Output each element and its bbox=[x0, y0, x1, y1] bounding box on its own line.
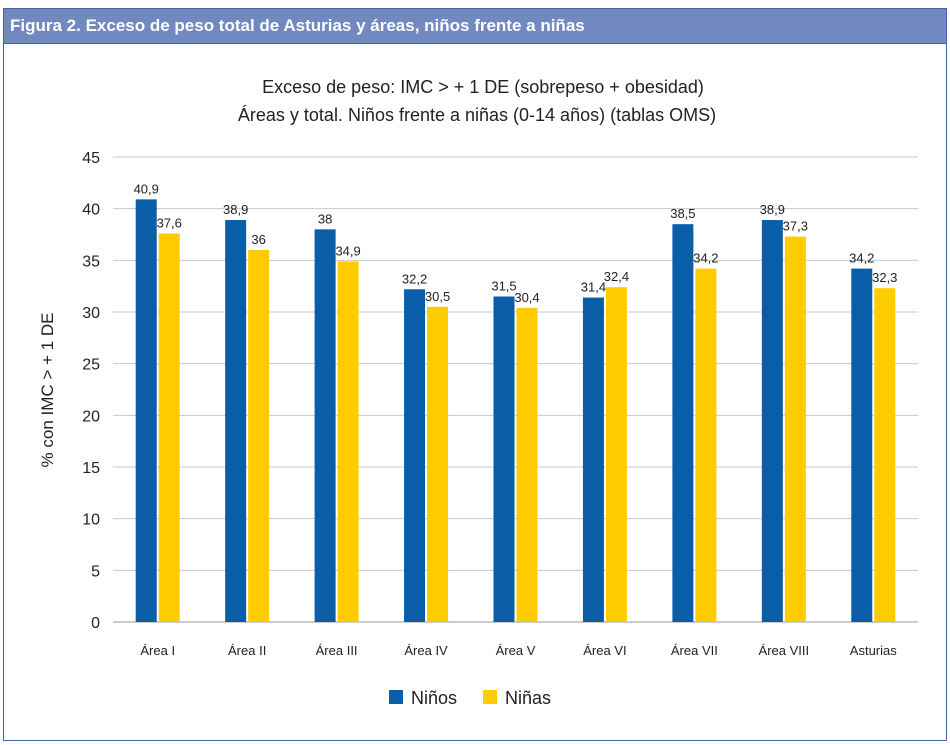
data-label: 30,5 bbox=[425, 289, 450, 304]
bar-ninas bbox=[605, 287, 627, 622]
legend: Niños Niñas bbox=[389, 688, 551, 708]
bar-ninas bbox=[695, 268, 717, 622]
bar-ninos bbox=[225, 220, 247, 623]
x-tick-label: Área I bbox=[140, 643, 175, 658]
data-label: 36 bbox=[251, 232, 265, 247]
data-label: 32,3 bbox=[872, 270, 897, 285]
bar-ninos bbox=[851, 268, 873, 622]
data-label: 38,9 bbox=[760, 202, 785, 217]
data-label: 31,5 bbox=[491, 279, 516, 294]
bar-ninos bbox=[135, 199, 157, 622]
bar-ninos bbox=[582, 297, 604, 622]
chart-frame bbox=[3, 44, 947, 741]
y-tick-label: 35 bbox=[82, 253, 100, 270]
bar-ninos bbox=[314, 229, 336, 623]
bar-ninas bbox=[158, 233, 180, 622]
legend-label-ninas: Niñas bbox=[505, 688, 551, 708]
x-tick-label: Área II bbox=[228, 643, 266, 658]
y-tick-label: 20 bbox=[82, 408, 100, 425]
data-label: 38,9 bbox=[223, 202, 248, 217]
y-tick-label: 40 bbox=[82, 202, 100, 219]
bar-ninas bbox=[427, 306, 449, 622]
bar-ninas bbox=[784, 236, 806, 623]
y-tick-label: 25 bbox=[82, 357, 100, 374]
x-tick-label: Área IV bbox=[404, 643, 448, 658]
bar-ninos bbox=[404, 289, 426, 622]
data-label: 37,3 bbox=[783, 219, 808, 234]
data-label: 40,9 bbox=[134, 181, 159, 196]
bar-ninos bbox=[493, 296, 515, 622]
data-label: 32,2 bbox=[402, 271, 427, 286]
data-label: 30,4 bbox=[514, 290, 539, 305]
y-tick-label: 30 bbox=[82, 305, 100, 322]
x-tick-label: Área III bbox=[316, 643, 358, 658]
y-tick-label: 0 bbox=[91, 615, 100, 632]
data-label: 34,2 bbox=[849, 251, 874, 266]
data-label: 38 bbox=[318, 211, 332, 226]
figure-caption: Figura 2. Exceso de peso total de Asturi… bbox=[3, 8, 947, 44]
legend-label-ninos: Niños bbox=[411, 688, 457, 708]
x-tick-label: Área VII bbox=[671, 643, 718, 658]
bar-ninos bbox=[672, 224, 694, 622]
chart-title-line-1: Exceso de peso: IMC > + 1 DE (sobrepeso … bbox=[262, 77, 704, 97]
data-label: 38,5 bbox=[670, 206, 695, 221]
y-tick-label: 45 bbox=[82, 150, 100, 167]
data-label: 32,4 bbox=[604, 269, 629, 284]
bar-ninas bbox=[874, 288, 896, 622]
y-tick-label: 10 bbox=[82, 512, 100, 529]
y-axis-label: % con IMC > + 1 DE bbox=[38, 313, 57, 468]
data-label: 34,2 bbox=[693, 251, 718, 266]
legend-swatch-ninos bbox=[389, 690, 403, 704]
bar-ninas bbox=[248, 250, 270, 622]
data-label: 34,9 bbox=[335, 243, 360, 258]
x-tick-label: Área VI bbox=[583, 643, 626, 658]
x-tick-label: Área VIII bbox=[759, 643, 810, 658]
y-tick-label: 15 bbox=[82, 460, 100, 477]
bar-ninas bbox=[337, 261, 359, 622]
y-tick-label: 5 bbox=[91, 563, 100, 580]
chart-title-line-2: Áreas y total. Niños frente a niñas (0-1… bbox=[238, 105, 716, 125]
x-tick-label: Área V bbox=[496, 643, 536, 658]
data-label: 37,6 bbox=[157, 215, 182, 230]
data-label: 31,4 bbox=[581, 280, 606, 295]
x-tick-label: Asturias bbox=[850, 643, 897, 658]
legend-swatch-ninas bbox=[483, 690, 497, 704]
bar-ninas bbox=[516, 307, 538, 622]
bar-ninos bbox=[761, 220, 783, 623]
